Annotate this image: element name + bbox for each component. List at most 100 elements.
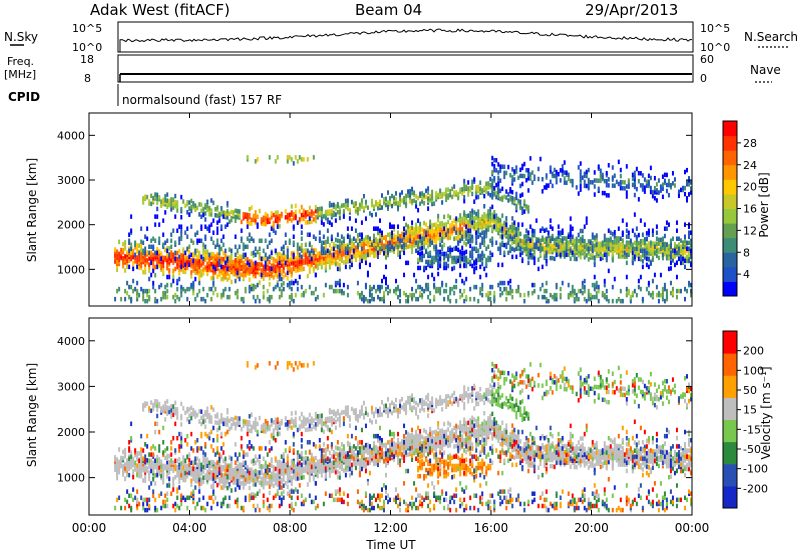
- power-cell: [675, 250, 678, 256]
- power-cell: [170, 238, 173, 244]
- power-cell: [172, 274, 175, 280]
- velocity-cell: [164, 448, 167, 453]
- power-cell: [360, 296, 363, 302]
- power-cell: [659, 246, 662, 252]
- power-cell: [174, 292, 177, 298]
- power-cell: [617, 159, 620, 165]
- power-cell: [144, 288, 147, 294]
- velocity-cell: [212, 437, 215, 443]
- power-cell: [441, 221, 444, 226]
- power-cell: [274, 218, 277, 224]
- power-cell: [320, 258, 323, 264]
- power-cell: [433, 276, 436, 282]
- power-cell: [559, 292, 562, 298]
- power-cell: [150, 238, 153, 244]
- velocity-cell: [160, 505, 163, 511]
- power-cell: [316, 206, 319, 212]
- power-cell: [449, 298, 452, 304]
- power-cell: [294, 278, 297, 284]
- power-cell: [364, 257, 367, 262]
- power-cell: [242, 252, 245, 258]
- power-cell: [625, 286, 628, 292]
- power-cell: [166, 274, 169, 280]
- power-cell: [489, 238, 492, 244]
- velocity-cell: [168, 409, 171, 415]
- power-cell: [411, 249, 414, 255]
- power-cell: [473, 284, 476, 290]
- power-cell: [150, 272, 153, 278]
- power-cell: [519, 252, 522, 258]
- power-cell: [511, 294, 514, 300]
- power-cell: [413, 227, 416, 232]
- power-cell: [603, 190, 606, 196]
- power-cell: [178, 236, 181, 241]
- power-cell: [252, 213, 255, 219]
- power-cell: [511, 246, 514, 252]
- power-cell: [224, 257, 227, 262]
- velocity-cell: [166, 456, 169, 461]
- power-cell: [252, 286, 255, 292]
- velocity-cell: [124, 497, 127, 503]
- power-cell: [643, 177, 646, 182]
- power-cell: [150, 193, 153, 199]
- power-cell: [172, 201, 175, 206]
- power-cell: [511, 226, 514, 231]
- power-cell: [437, 223, 440, 229]
- power-cell: [447, 228, 450, 233]
- power-cell: [427, 282, 430, 288]
- power-cell: [385, 264, 388, 270]
- power-cell: [445, 261, 448, 267]
- power-cell: [591, 232, 594, 237]
- power-cell: [439, 237, 442, 243]
- power-cell: [316, 294, 319, 300]
- power-cell: [288, 216, 291, 222]
- velocity-cell: [148, 464, 151, 469]
- power-cell: [573, 238, 576, 244]
- power-cell: [330, 212, 333, 218]
- power-cell: [499, 168, 502, 173]
- velocity-cell: [204, 457, 207, 462]
- power-cell: [266, 213, 269, 219]
- power-cell: [655, 188, 658, 193]
- power-cell: [435, 191, 438, 196]
- power-cell: [673, 248, 676, 254]
- power-cell: [216, 238, 219, 244]
- power-cell: [493, 176, 496, 181]
- velocity-cell: [180, 444, 183, 449]
- power-cell: [132, 248, 135, 254]
- power-cell: [455, 190, 458, 195]
- power-cell: [429, 242, 432, 248]
- power-cell: [655, 224, 658, 229]
- power-cell: [278, 251, 281, 257]
- power-cell: [262, 284, 265, 290]
- power-cell: [208, 255, 211, 261]
- velocity-cell: [214, 414, 217, 419]
- power-cell: [633, 180, 636, 186]
- velocity-cell: [212, 407, 215, 412]
- power-cell: [148, 294, 151, 300]
- velocity-cell: [214, 495, 217, 501]
- power-cell: [673, 183, 676, 188]
- power-cell: [336, 261, 339, 266]
- power-cell: [240, 272, 243, 278]
- power-cell: [647, 256, 650, 262]
- power-cell: [443, 265, 446, 271]
- power-cell: [387, 190, 390, 195]
- power-cell: [479, 242, 482, 248]
- power-cell: [507, 192, 510, 197]
- power-cell: [218, 262, 221, 268]
- velocity-cell: [202, 479, 205, 485]
- power-cell: [425, 249, 428, 255]
- colorbar-tick-label: 4: [743, 268, 750, 281]
- power-cell: [222, 242, 225, 248]
- power-cell: [443, 222, 446, 228]
- velocity-cell: [184, 497, 187, 503]
- power-cell: [274, 264, 277, 270]
- power-cell: [559, 168, 562, 173]
- power-cell: [653, 196, 656, 201]
- power-cell: [453, 284, 456, 290]
- power-cell: [617, 181, 620, 187]
- power-cell: [615, 240, 618, 245]
- power-cell: [238, 270, 241, 275]
- velocity-cell: [206, 475, 209, 481]
